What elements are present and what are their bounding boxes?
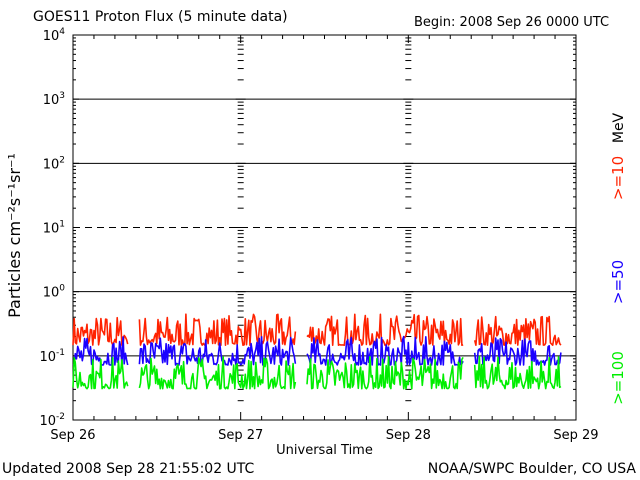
series-line-2 [72, 355, 562, 390]
credit-label: NOAA/SWPC Boulder, CO USA [427, 461, 636, 477]
legend-2: >=100 [609, 351, 627, 405]
y-tick-label: 104 [43, 27, 66, 44]
y-tick-label: 10-1 [39, 348, 65, 365]
y-tick-label: 101 [43, 220, 65, 237]
x-axis-title: Universal Time [276, 443, 373, 458]
x-tick-label: Sep 26 [50, 428, 95, 443]
begin-label: Begin: 2008 Sep 26 0000 UTC [414, 15, 610, 30]
x-tick-label: Sep 29 [553, 428, 598, 443]
legend-unit: MeV [611, 112, 627, 143]
x-tick-label: Sep 28 [386, 428, 431, 443]
updated-label: Updated 2008 Sep 28 21:55:02 UTC [2, 461, 255, 477]
x-tick-label: Sep 27 [218, 428, 263, 443]
y-tick-label: 100 [43, 284, 66, 301]
y-tick-label: 10-2 [39, 412, 65, 429]
legend-1: >=50 [609, 260, 627, 304]
series-line-0 [72, 313, 562, 346]
series-group [72, 313, 562, 390]
chart-title: GOES11 Proton Flux (5 minute data) [33, 9, 288, 25]
y-axis-title: Particles cm⁻²s⁻¹sr⁻¹ [5, 153, 24, 318]
legend-0: >=10 [609, 156, 627, 200]
y-tick-label: 103 [43, 91, 65, 108]
y-tick-label: 102 [43, 155, 65, 172]
